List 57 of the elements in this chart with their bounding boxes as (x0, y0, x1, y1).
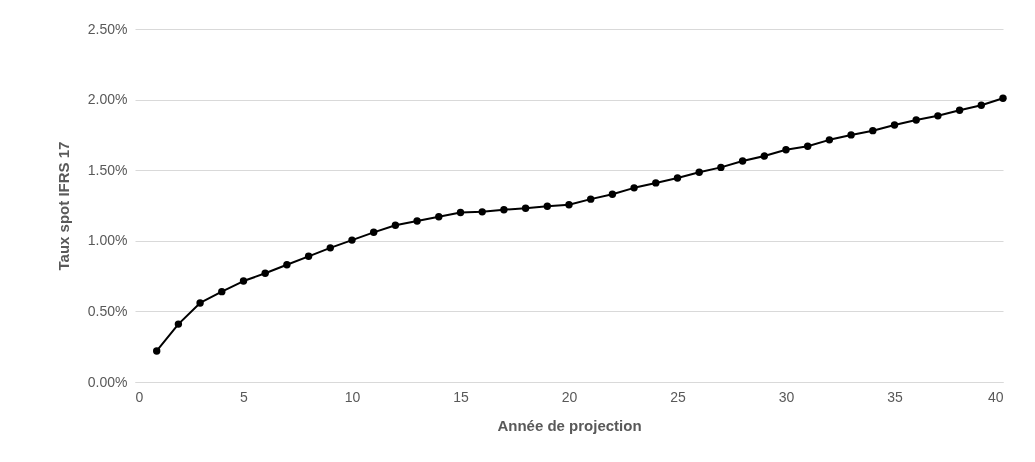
point (695, 168, 703, 177)
y-tick-label: 2.00% (87, 91, 128, 108)
point (717, 163, 725, 172)
x-tick-label: 25 (670, 388, 686, 405)
x-tick-label: 20 (561, 388, 578, 405)
point (847, 131, 855, 139)
point (543, 202, 552, 210)
point (326, 244, 335, 252)
point (218, 287, 226, 296)
point (196, 299, 204, 307)
y-tick-label: 0.00% (87, 373, 128, 390)
point (803, 142, 812, 150)
point (435, 213, 443, 221)
point (565, 201, 573, 209)
point (760, 152, 769, 160)
y-tick-label: 2.50% (87, 20, 128, 37)
point (586, 195, 595, 203)
point (261, 269, 269, 277)
y-tick-label: 1.00% (87, 232, 128, 249)
x-axis-title: Année de projection (497, 416, 642, 434)
point (413, 217, 421, 225)
point (869, 126, 877, 135)
point (152, 347, 161, 355)
x-tick-label: 10 (344, 388, 361, 405)
point (369, 228, 378, 237)
x-tick-label: 5 (240, 388, 249, 405)
point (304, 252, 313, 261)
x-tick-label: 0 (135, 388, 144, 405)
y-tick-label: 1.50% (87, 161, 128, 178)
point (456, 208, 465, 217)
point (521, 204, 530, 213)
point (239, 277, 248, 285)
point (738, 157, 747, 165)
y-axis-title: Taux spot IFRS 17 (54, 141, 72, 271)
point (934, 112, 942, 120)
x-tick-label: 35 (887, 388, 903, 405)
point (673, 174, 682, 182)
point (478, 208, 486, 216)
point (825, 136, 834, 144)
x-tick-label: 15 (453, 388, 469, 405)
point (999, 94, 1007, 102)
point (955, 106, 964, 114)
point (890, 121, 899, 129)
x-tick-label: 40 (987, 388, 1004, 405)
point (977, 101, 986, 109)
point (500, 206, 508, 214)
point (391, 221, 400, 229)
point (782, 146, 790, 154)
x-tick-label: 30 (778, 388, 795, 405)
point (630, 184, 638, 192)
point (912, 116, 920, 124)
point (348, 236, 356, 244)
y-tick-label: 0.50% (87, 302, 128, 319)
point (608, 190, 617, 198)
point (174, 320, 183, 328)
point (283, 261, 291, 269)
point (652, 179, 660, 187)
